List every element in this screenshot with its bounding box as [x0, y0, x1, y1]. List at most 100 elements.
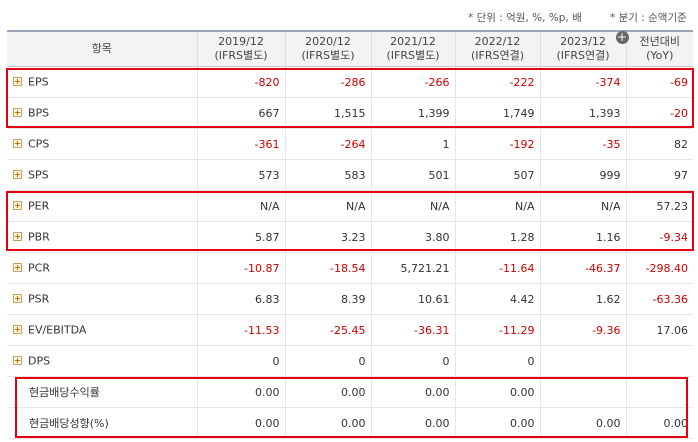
cell-value: 1,515 [284, 97, 371, 129]
cell-value: 3.23 [284, 221, 371, 253]
header-col-2021: 2021/12 (IFRS별도) [370, 30, 455, 67]
cell-value [539, 345, 626, 377]
cell-value: 3.80 [370, 221, 455, 253]
row-label-text: PSR [28, 292, 50, 306]
cell-value: -374 [539, 66, 626, 98]
cell-value: -298.40 [625, 252, 693, 284]
header-col-2022: 2022/12 (IFRS연결) [454, 30, 540, 67]
cell-value: -35 [539, 128, 626, 160]
cell-value: 0.00 [370, 376, 455, 408]
table-row: CPS -361 -264 1 -192 -35 82 [7, 128, 693, 160]
cell-value: 583 [284, 159, 371, 191]
expand-plus-icon[interactable] [13, 138, 22, 148]
expand-plus-icon[interactable] [13, 76, 22, 86]
row-label-text: PER [28, 199, 50, 213]
cell-value: N/A [370, 190, 455, 222]
cell-value: -9.36 [539, 314, 626, 346]
cell-value: 1 [370, 128, 455, 160]
cell-value: -222 [454, 66, 540, 98]
cell-value: 501 [370, 159, 455, 191]
row-label-text: BPS [28, 106, 50, 120]
table-row: EPS -820 -286 -266 -222 -374 -69 [7, 66, 693, 98]
expand-plus-icon[interactable] [13, 355, 22, 365]
cell-value: 4.42 [454, 283, 540, 315]
cell-value: 0 [284, 345, 371, 377]
cell-value: 0.00 [284, 407, 371, 439]
header-col-2023: 2023/12 (IFRS연결) + [539, 30, 629, 67]
cell-value: 6.83 [196, 283, 285, 315]
table-notes: * 단위 : 억원, %, %p, 배 * 분기 : 순액기준 [0, 10, 698, 26]
expand-plus-icon[interactable] [13, 231, 22, 241]
row-label[interactable]: PER [7, 190, 197, 222]
plus-circle-icon[interactable]: + [615, 30, 629, 44]
cell-value: 507 [454, 159, 540, 191]
row-label[interactable]: SPS [7, 159, 197, 191]
expand-plus-icon[interactable] [13, 293, 22, 303]
cell-value: -46.37 [539, 252, 626, 284]
cell-value: -11.53 [196, 314, 285, 346]
cell-value: -20 [625, 97, 693, 129]
row-label-text: SPS [28, 168, 49, 182]
cell-value: N/A [539, 190, 626, 222]
cell-value: 1.28 [454, 221, 540, 253]
row-label[interactable]: PSR [7, 283, 197, 315]
cell-value: -10.87 [196, 252, 285, 284]
cell-value: -264 [284, 128, 371, 160]
expand-plus-icon[interactable] [13, 169, 22, 179]
cell-value: -820 [196, 66, 285, 98]
cell-value: 0.00 [625, 407, 693, 439]
row-label: 현금배당수익률 [7, 376, 197, 408]
cell-value: 10.61 [370, 283, 455, 315]
header-row: 항목 2019/12 (IFRS별도) 2020/12 (IFRS별도) 2021/… [7, 30, 693, 67]
cell-value: 0.00 [196, 376, 285, 408]
cell-value [539, 376, 626, 408]
header-col-yoy: 전년대비 (YoY) [625, 30, 693, 67]
table-row: EV/EBITDA -11.53 -25.45 -36.31 -11.29 -9.36 17… [7, 314, 693, 346]
expand-plus-icon[interactable] [13, 107, 22, 117]
cell-value: N/A [284, 190, 371, 222]
row-label-text: DPS [28, 354, 51, 368]
row-label-text: EPS [28, 75, 49, 89]
row-label-text: 현금배당성향(%) [29, 417, 109, 430]
cell-value: -36.31 [370, 314, 455, 346]
table-row: SPS 573 583 501 507 999 97 [7, 159, 693, 191]
cell-value: 0.00 [196, 407, 285, 439]
row-label-text: EV/EBITDA [28, 323, 87, 337]
cell-value: 8.39 [284, 283, 371, 315]
header-item: 항목 [7, 30, 197, 67]
cell-value: 97 [625, 159, 693, 191]
table-row: 현금배당수익률 0.00 0.00 0.00 0.00 [7, 376, 693, 408]
cell-value: -361 [196, 128, 285, 160]
cell-value: 0.00 [370, 407, 455, 439]
row-label[interactable]: PCR [7, 252, 197, 284]
cell-value: 0.00 [454, 407, 540, 439]
cell-value: 0.00 [284, 376, 371, 408]
cell-value: 57.23 [625, 190, 693, 222]
row-label[interactable]: PBR [7, 221, 197, 253]
table-row: PCR -10.87 -18.54 5,721.21 -11.64 -46.37 -298.… [7, 252, 693, 284]
row-label[interactable]: EPS [7, 66, 197, 98]
row-label[interactable]: BPS [7, 97, 197, 129]
row-label[interactable]: EV/EBITDA [7, 314, 197, 346]
table-row: BPS 667 1,515 1,399 1,749 1,393 -20 [7, 97, 693, 129]
unit-note: * 단위 : 억원, %, %p, 배 [468, 12, 582, 24]
cell-value: 667 [196, 97, 285, 129]
table-row: PBR 5.87 3.23 3.80 1.28 1.16 -9.34 [7, 221, 693, 253]
row-label[interactable]: CPS [7, 128, 197, 160]
cell-value: 1,749 [454, 97, 540, 129]
header-col-2020: 2020/12 (IFRS별도) [284, 30, 371, 67]
expand-plus-icon[interactable] [13, 324, 22, 334]
cell-value: N/A [454, 190, 540, 222]
expand-plus-icon[interactable] [13, 262, 22, 272]
expand-plus-icon[interactable] [13, 200, 22, 210]
cell-value [625, 376, 693, 408]
cell-value: 1.62 [539, 283, 626, 315]
cell-value [625, 345, 693, 377]
cell-value: 573 [196, 159, 285, 191]
table-row: 현금배당성향(%) 0.00 0.00 0.00 0.00 0.00 0.00 [7, 407, 693, 439]
table-row: DPS 0 0 0 0 [7, 345, 693, 377]
row-label[interactable]: DPS [7, 345, 197, 377]
cell-value: -192 [454, 128, 540, 160]
cell-value: -63.36 [625, 283, 693, 315]
cell-value: -69 [625, 66, 693, 98]
